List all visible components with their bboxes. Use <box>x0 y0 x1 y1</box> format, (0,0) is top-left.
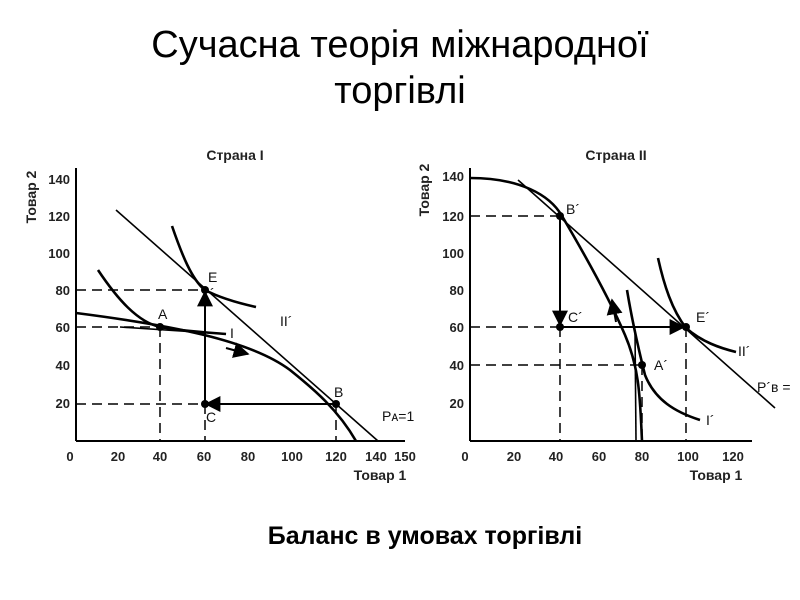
panel-2-point-A <box>638 361 646 369</box>
y-tick: 140 <box>442 169 464 184</box>
y-tick: 20 <box>56 396 70 411</box>
x-tick: 100 <box>677 449 699 464</box>
y-tick: 120 <box>48 209 70 224</box>
panel-1-point-B <box>332 400 340 408</box>
panel-1-frontier-arrow <box>225 342 250 358</box>
y-tick: 100 <box>48 246 70 261</box>
x-tick: 40 <box>153 449 167 464</box>
panel-2-label-curve-II: II´ <box>738 343 750 359</box>
x-tick: 20 <box>507 449 521 464</box>
x-tick: 80 <box>635 449 649 464</box>
panel-1-y-ticks: 140 120 100 80 60 40 20 <box>48 172 70 411</box>
slide-title: Сучасна теорія міжнародної торгівлі <box>0 22 800 114</box>
x-tick: 40 <box>549 449 563 464</box>
panel-2-point-E <box>682 323 690 331</box>
panel-2-y-ticks: 140 120 100 80 60 40 20 <box>442 169 464 411</box>
y-tick: 20 <box>450 396 464 411</box>
panel-country-2: Страна II Товар 2 Товар 1 140 120 100 80… <box>416 147 791 483</box>
y-tick: 60 <box>56 320 70 335</box>
panel-1-label-curve-II: II´ <box>280 313 292 329</box>
y-tick: 40 <box>450 358 464 373</box>
y-tick: 140 <box>48 172 70 187</box>
panel-2-label-B: B´ <box>566 201 580 217</box>
y-tick: 80 <box>450 283 464 298</box>
x-tick: 140 <box>365 449 387 464</box>
panel-1-x-ticks: 0 20 40 60 80 100 120 140 150 <box>66 449 415 464</box>
panel-2-point-B <box>556 212 564 220</box>
x-tick: 0 <box>461 449 468 464</box>
panel-2-frontier-arrow <box>606 298 623 323</box>
panel-2-title: Страна II <box>585 147 646 163</box>
x-tick: 100 <box>281 449 303 464</box>
panel-2-label-C: C´ <box>568 309 583 325</box>
panel-1-production-frontier <box>75 311 358 442</box>
panel-2-label-curve-I: I´ <box>706 412 715 428</box>
panel-2-label-E: E´ <box>696 309 710 325</box>
panel-1-label-C: C <box>206 409 216 425</box>
panel-1-label-E: E <box>208 269 217 285</box>
x-tick: 60 <box>592 449 606 464</box>
panel-2-production-frontier <box>469 176 644 442</box>
panel-2-x-ticks: 0 20 40 60 80 100 120 <box>461 449 743 464</box>
panel-2-indifference-curve-I <box>625 289 701 422</box>
x-tick: 150 <box>394 449 416 464</box>
panel-1-label-price: Pᴀ=1 <box>382 408 414 424</box>
y-tick: 100 <box>442 246 464 261</box>
y-tick: 40 <box>56 358 70 373</box>
x-tick: 120 <box>722 449 744 464</box>
slide-title-line-1: Сучасна теорія міжнародної <box>151 24 649 66</box>
y-tick: 60 <box>450 320 464 335</box>
x-tick: 20 <box>111 449 125 464</box>
panel-1-point-C <box>201 400 209 408</box>
panel-2-label-A: A´ <box>654 357 668 373</box>
y-tick: 120 <box>442 209 464 224</box>
x-tick: 60 <box>197 449 211 464</box>
panel-2-dashed-guides <box>470 215 687 441</box>
x-tick: 120 <box>325 449 347 464</box>
panel-2-label-price: P´ʙ = <box>757 379 791 395</box>
x-tick: 80 <box>241 449 255 464</box>
panel-2-y-axis-label: Товар 2 <box>416 163 432 216</box>
panel-1-point-A <box>156 323 164 331</box>
slide-caption: Баланс в умовах торгівлі <box>267 522 583 550</box>
panel-2-point-C <box>556 323 564 331</box>
panel-1-x-axis-label: Товар 1 <box>354 467 407 483</box>
panel-2-domestic-price-line <box>634 329 637 441</box>
panel-1-title: Страна I <box>206 147 263 163</box>
slide-title-line-2: торгівлі <box>334 70 466 112</box>
panel-country-1: Страна I Товар 2 Товар 1 140 120 100 80 … <box>23 147 416 483</box>
y-tick: 80 <box>56 283 70 298</box>
panel-1-dashed-guides <box>76 289 337 441</box>
panel-1-label-B: B <box>334 384 343 400</box>
x-tick: 0 <box>66 449 73 464</box>
panel-1-label-A: A <box>158 306 168 322</box>
panel-2-x-axis-label: Товар 1 <box>690 467 743 483</box>
panel-1-y-axis-label: Товар 2 <box>23 170 39 223</box>
panel-1-label-curve-I: I <box>230 325 234 341</box>
panel-1-label-prime-mark: ´ <box>210 285 215 301</box>
panel-1-point-E <box>201 286 209 294</box>
